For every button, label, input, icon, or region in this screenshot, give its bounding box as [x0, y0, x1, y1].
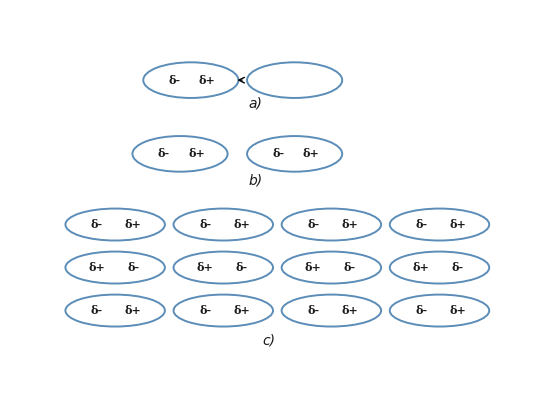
- Text: δ-: δ-: [199, 305, 211, 316]
- Text: δ-: δ-: [272, 148, 284, 159]
- Text: δ+: δ+: [233, 305, 250, 316]
- Text: δ-: δ-: [235, 262, 248, 273]
- Text: δ+: δ+: [341, 305, 358, 316]
- Text: δ+: δ+: [197, 262, 214, 273]
- Text: δ-: δ-: [199, 219, 211, 230]
- Text: δ-: δ-: [307, 219, 319, 230]
- Text: δ+: δ+: [341, 219, 358, 230]
- Text: δ+: δ+: [305, 262, 321, 273]
- Text: δ-: δ-: [307, 305, 319, 316]
- Text: δ-: δ-: [415, 305, 427, 316]
- Text: δ-: δ-: [451, 262, 464, 273]
- Text: a): a): [249, 97, 263, 111]
- Text: δ+: δ+: [413, 262, 430, 273]
- Text: δ+: δ+: [125, 219, 142, 230]
- Text: δ-: δ-: [91, 305, 103, 316]
- Text: δ-: δ-: [157, 148, 170, 159]
- Text: δ-: δ-: [91, 219, 103, 230]
- Text: δ+: δ+: [449, 219, 466, 230]
- Text: δ-: δ-: [344, 262, 355, 273]
- Text: δ+: δ+: [302, 148, 319, 159]
- Text: δ-: δ-: [169, 75, 180, 86]
- Text: δ+: δ+: [89, 262, 105, 273]
- Text: δ+: δ+: [233, 219, 250, 230]
- Text: δ+: δ+: [199, 75, 215, 86]
- Text: δ-: δ-: [127, 262, 140, 273]
- Text: b): b): [249, 174, 263, 188]
- Text: δ-: δ-: [415, 219, 427, 230]
- Text: δ+: δ+: [125, 305, 142, 316]
- Text: δ+: δ+: [188, 148, 205, 159]
- Text: δ+: δ+: [449, 305, 466, 316]
- Text: c): c): [262, 333, 275, 348]
